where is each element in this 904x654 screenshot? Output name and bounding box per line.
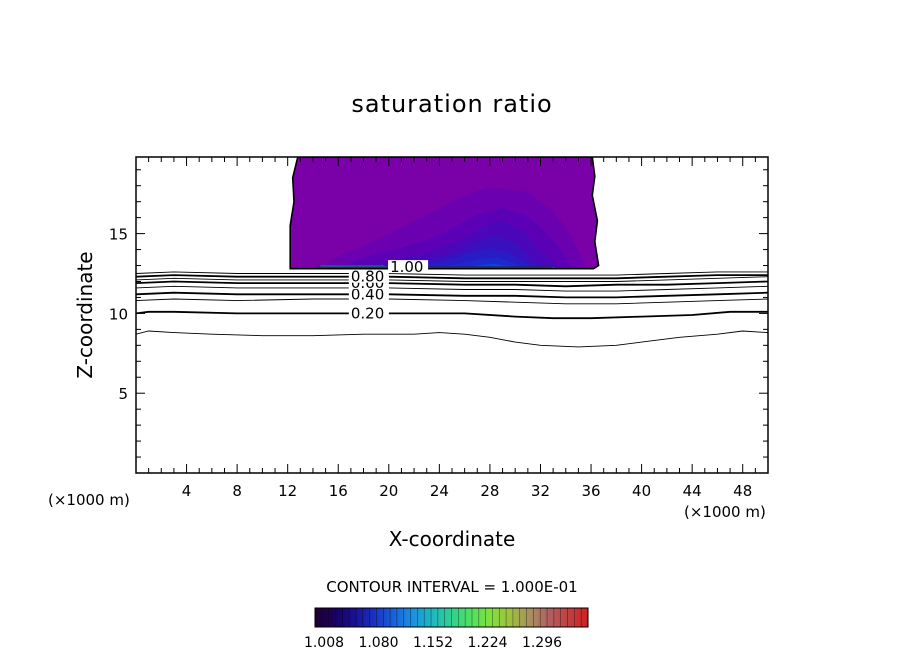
x-tick-label-20: 20: [379, 482, 398, 500]
contour-label-bg: [348, 306, 389, 320]
x-tick-label-16: 16: [329, 482, 348, 500]
contour-line-0.50: [136, 285, 768, 292]
contour-label-0.40: 0.40: [351, 285, 384, 303]
colorbar-tick-labels: 1.008 1.080 1.152 1.224 1.296: [304, 635, 562, 651]
contour-interval-label: CONTOUR INTERVAL = 1.000E-01: [326, 578, 577, 596]
x-axis-label: X-coordinate: [389, 527, 516, 551]
x-tick-label-44: 44: [683, 482, 702, 500]
colorbar-label-1.008: 1.008: [304, 635, 344, 651]
y-tick-label-5: 5: [118, 385, 128, 403]
contour-line-0.20: [136, 310, 768, 320]
colorbar-label-1.152: 1.152: [413, 635, 453, 651]
contour-label-0.80: 0.80: [351, 268, 384, 286]
contour-line-0.30: [136, 298, 768, 305]
contour-line-0.10: [136, 330, 768, 348]
y-tick-label-15: 15: [109, 226, 128, 244]
colorbar-label-1.224: 1.224: [467, 635, 507, 651]
contour-label-bg: [348, 287, 389, 301]
y-tick-label-10: 10: [109, 305, 128, 323]
contour-label-0.20: 0.20: [351, 304, 384, 322]
contour-label-bg: [388, 260, 429, 274]
cloud-region: [289, 157, 600, 270]
y-axis-label: Z-coordinate: [73, 251, 97, 378]
x-tick-label-12: 12: [278, 482, 297, 500]
x-tick-label-40: 40: [632, 482, 651, 500]
contour-line-0.60: [136, 280, 768, 288]
contour-label-1.00: 1.00: [390, 258, 423, 276]
colorbar: [314, 607, 589, 628]
contour-lines: [136, 266, 768, 348]
colorbar-label-1.080: 1.080: [358, 635, 398, 651]
contour-line-0.80: [136, 274, 768, 280]
x-tick-label-48: 48: [733, 482, 752, 500]
colorbar-label-1.296: 1.296: [522, 635, 562, 651]
x-tick-label-24: 24: [430, 482, 449, 500]
chart-title: saturation ratio: [351, 90, 552, 118]
contour-line-0.70: [136, 276, 768, 282]
x-tick-label-32: 32: [531, 482, 550, 500]
x-tick-label-36: 36: [581, 482, 600, 500]
contour-labels: 0.200.400.600.801.00: [348, 258, 429, 322]
contour-line-0.40: [136, 291, 768, 299]
cloud-outline: [289, 157, 600, 270]
x-unit-right: (×1000 m): [684, 503, 766, 521]
x-unit-left: (×1000 m): [48, 491, 130, 509]
x-tick-label-28: 28: [480, 482, 499, 500]
x-tick-label-8: 8: [232, 482, 242, 500]
contour-label-bg: [348, 269, 389, 283]
contour-line-0.90: [136, 271, 768, 276]
x-tick-label-4: 4: [182, 482, 192, 500]
